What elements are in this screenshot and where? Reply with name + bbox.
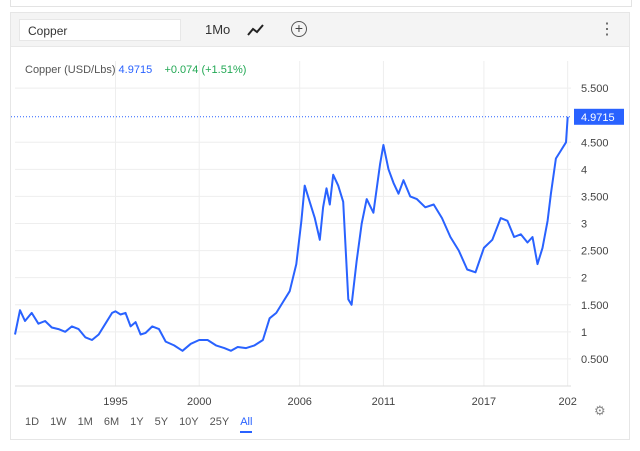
y-tick-label: 1 (581, 327, 587, 339)
legend-symbol: Copper (USD/Lbs) (25, 64, 116, 76)
interval-selector[interactable]: 1Mo (205, 22, 231, 37)
price-chart[interactable]: 0.500 1 1.500 2 2.500 3 3.500 4 4.500 5.500 1995 20… (11, 13, 629, 439)
range-button-all[interactable]: All (240, 416, 253, 433)
x-tick-label: 2006 (287, 396, 311, 408)
y-tick-label: 3.500 (581, 191, 609, 203)
y-tick-label: 4 (581, 164, 587, 176)
y-tick-label: 2 (581, 273, 587, 285)
y-tick-label: 1.500 (581, 300, 609, 312)
range-button-1m[interactable]: 1M (77, 416, 93, 428)
range-button-1w[interactable]: 1W (50, 416, 67, 428)
legend-change-pct: (+1.51%) (201, 64, 247, 76)
symbol-search-input[interactable]: Copper (19, 19, 181, 41)
chart-legend: Copper (USD/Lbs) 4.9715 +0.074 (+1.51%) (25, 64, 246, 76)
range-selector: 1D 1W 1M 6M 1Y 5Y 10Y 25Y All (25, 416, 263, 433)
y-tick-label: 0.500 (581, 354, 609, 366)
y-tick-label: 5.500 (581, 83, 609, 95)
chart-toolbar: Copper 1Mo + ⋮ (11, 13, 629, 47)
x-tick-label: 2011 (372, 396, 396, 408)
top-frame (10, 0, 632, 7)
legend-change: +0.074 (164, 64, 199, 76)
legend-price: 4.9715 (118, 64, 153, 76)
last-price-label: 4.9715 (581, 112, 615, 124)
gear-icon[interactable]: ⚙ (594, 403, 606, 418)
y-tick-label: 2.500 (581, 246, 609, 258)
x-tick-label: 2017 (472, 396, 496, 408)
line-chart-icon[interactable] (247, 22, 265, 38)
y-tick-label: 4.500 (581, 137, 609, 149)
range-button-5y[interactable]: 5Y (154, 416, 169, 428)
x-tick-label: 202 (558, 396, 576, 408)
plus-circle-icon[interactable]: + (291, 21, 307, 37)
x-tick-label: 1995 (103, 396, 127, 408)
series-line (14, 116, 569, 352)
range-button-6m[interactable]: 6M (103, 416, 120, 428)
chart-widget: Copper 1Mo + ⋮ Copper (USD/Lbs) 4.9715 +… (10, 12, 630, 440)
range-button-1d[interactable]: 1D (25, 416, 40, 428)
range-button-10y[interactable]: 10Y (179, 416, 199, 428)
range-button-1y[interactable]: 1Y (130, 416, 144, 428)
last-price-badge (574, 108, 624, 125)
range-button-25y[interactable]: 25Y (209, 416, 230, 428)
y-tick-label: 3 (581, 219, 587, 231)
x-tick-label: 2000 (187, 396, 211, 408)
